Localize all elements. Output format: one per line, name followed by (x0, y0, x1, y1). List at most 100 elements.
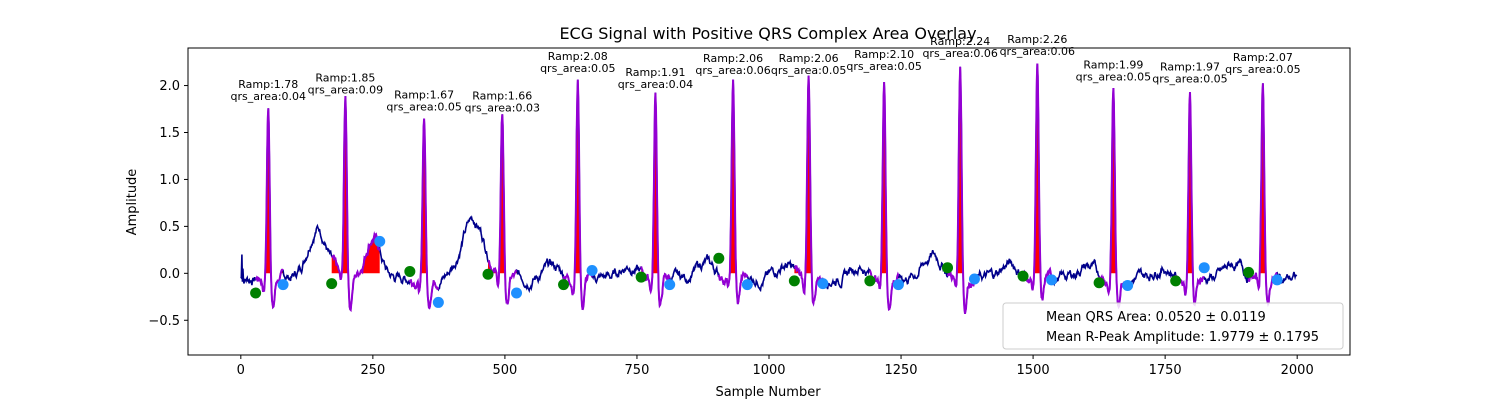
qrs-area-label: qrs_area:0.06 (695, 64, 770, 77)
x-tick-label: 0 (237, 363, 245, 378)
qrs-offset-point (374, 235, 386, 247)
y-axis: −0.5 0.0 0.5 1.0 1.5 2.0 (148, 79, 188, 329)
qrs-segment-line (946, 66, 976, 314)
r-peak-amplitude-label: Ramp:1.99 (1083, 58, 1143, 71)
qrs-offset-point (1198, 262, 1210, 274)
qrs-area-fill (718, 79, 748, 274)
qrs-area-label: qrs_area:0.05 (540, 62, 615, 75)
qrs-onset-point (864, 275, 876, 287)
plot-area: Ramp:1.78qrs_area:0.04Ramp:1.85qrs_area:… (231, 33, 1301, 314)
legend-entry-qrs-area: Mean QRS Area: 0.0520 ± 0.0119 (1046, 310, 1266, 325)
x-tick-label: 1000 (752, 363, 785, 378)
qrs-onset-point (326, 278, 338, 290)
qrs-onset-point (558, 279, 570, 291)
r-peak-amplitude-label: Ramp:1.78 (238, 78, 298, 91)
qrs-area-fill (1175, 92, 1205, 274)
qrs-area-fill (488, 114, 517, 274)
r-peak-amplitude-label: Ramp:1.67 (394, 89, 454, 102)
qrs-offset-point (1046, 274, 1058, 286)
legend-entry-r-peak: Mean R-Peak Amplitude: 1.9779 ± 0.1795 (1046, 330, 1319, 345)
y-tick-label: 1.5 (159, 126, 180, 141)
qrs-area-fill (563, 79, 593, 274)
r-peak-amplitude-label: Ramp:1.97 (1160, 60, 1220, 73)
legend-box (1002, 302, 1344, 350)
r-peak-amplitude-label: Ramp:1.66 (472, 89, 532, 102)
qrs-onset-point (1243, 266, 1255, 278)
qrs-offset-point (1271, 274, 1283, 286)
x-tick-label: 1750 (1149, 363, 1182, 378)
qrs-offset-point (892, 279, 904, 291)
qrs-onset-point (788, 275, 800, 287)
qrs-area-label: qrs_area:0.05 (386, 101, 461, 114)
x-tick-label: 1250 (884, 363, 917, 378)
qrs-area-label: qrs_area:0.06 (1000, 45, 1075, 58)
r-peak-amplitude-label: Ramp:2.10 (854, 48, 914, 61)
y-tick-label: 0.0 (159, 267, 180, 282)
qrs-area-label: qrs_area:0.05 (1076, 70, 1151, 83)
x-tick-label: 250 (360, 363, 385, 378)
qrs-area-label: qrs_area:0.05 (771, 64, 846, 77)
qrs-offset-point (664, 279, 676, 291)
qrs-segment-line (330, 95, 381, 313)
qrs-offset-point (741, 279, 753, 291)
qrs-segment-line (794, 75, 824, 307)
qrs-area-fill (1248, 83, 1278, 274)
x-axis: 0 250 500 750 1000 1250 1500 1750 2000 (237, 355, 1314, 378)
qrs-onset-point (635, 271, 647, 283)
qrs-area-fill (641, 92, 670, 274)
r-peak-amplitude-label: Ramp:2.26 (1007, 33, 1067, 46)
qrs-offset-point (511, 287, 523, 299)
r-peak-amplitude-label: Ramp:2.06 (703, 52, 763, 65)
r-peak-amplitude-label: Ramp:2.07 (1233, 51, 1293, 64)
qrs-area-label: qrs_area:0.06 (922, 47, 997, 60)
qrs-segment-line (868, 81, 900, 312)
r-peak-amplitude-label: Ramp:2.06 (779, 52, 839, 65)
y-axis-label: Amplitude (125, 169, 140, 236)
qrs-area-label: qrs_area:0.04 (231, 90, 306, 103)
x-tick-label: 1500 (1017, 363, 1050, 378)
qrs-area-fill (409, 118, 439, 274)
qrs-area-fill (794, 75, 823, 274)
qrs-area-label: qrs_area:0.05 (1225, 63, 1300, 76)
qrs-area-label: qrs_area:0.04 (618, 78, 693, 91)
r-peak-amplitude-label: Ramp:1.85 (315, 72, 375, 85)
qrs-segment-line (717, 79, 749, 305)
qrs-onset-point (404, 265, 416, 277)
qrs-area-fill (869, 82, 899, 274)
qrs-onset-point (942, 262, 954, 274)
qrs-offset-point (1122, 280, 1134, 292)
x-tick-label: 2000 (1281, 363, 1314, 378)
legend: Mean QRS Area: 0.0520 ± 0.0119 Mean R-Pe… (1002, 302, 1344, 350)
qrs-offset-point (968, 273, 980, 285)
r-peak-amplitude-label: Ramp:2.24 (930, 35, 990, 48)
qrs-onset-point (482, 268, 494, 280)
y-tick-label: −0.5 (148, 314, 180, 329)
qrs-onset-point (1170, 275, 1182, 287)
qrs-segment-line (408, 118, 440, 310)
qrs-onset-point (713, 252, 725, 264)
x-tick-label: 750 (625, 363, 650, 378)
y-tick-label: 0.5 (159, 220, 180, 235)
qrs-area-label: qrs_area:0.09 (308, 84, 383, 97)
qrs-segment-line (640, 92, 671, 309)
qrs-onset-point (250, 287, 262, 299)
qrs-area-fill (1023, 63, 1052, 274)
qrs-onset-point (1093, 277, 1105, 289)
y-tick-label: 1.0 (159, 173, 180, 188)
qrs-offset-point (277, 279, 289, 291)
qrs-segment-line (562, 79, 594, 311)
qrs-offset-point (817, 278, 829, 290)
qrs-offset-point (432, 296, 444, 308)
qrs-area-label: qrs_area:0.05 (846, 60, 921, 73)
qrs-area-label: qrs_area:0.03 (465, 101, 540, 114)
r-peak-amplitude-label: Ramp:1.91 (625, 66, 685, 79)
qrs-area-label: qrs_area:0.05 (1152, 72, 1227, 85)
r-peak-amplitude-label: Ramp:2.08 (548, 50, 608, 63)
y-tick-label: 2.0 (159, 79, 180, 94)
chart-title: ECG Signal with Positive QRS Complex Are… (559, 24, 976, 43)
x-axis-label: Sample Number (715, 385, 821, 400)
qrs-area-fill (1099, 88, 1128, 274)
x-tick-label: 500 (492, 363, 517, 378)
qrs-onset-point (1017, 270, 1029, 282)
